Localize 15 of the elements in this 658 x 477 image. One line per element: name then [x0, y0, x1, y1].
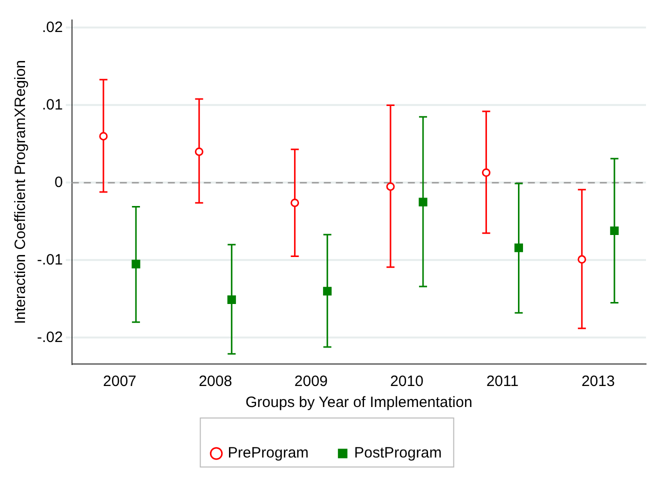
x-tick-label: 2010 — [390, 373, 424, 390]
x-tick-label: 2011 — [486, 373, 519, 390]
x-tick-label: 2007 — [103, 373, 136, 390]
x-tick-label: 2013 — [581, 373, 615, 390]
x-axis-title: Groups by Year of Implementation — [246, 394, 472, 412]
legend-label: PostProgram — [354, 444, 442, 462]
legend-label: PreProgram — [228, 444, 309, 462]
y-tick-label: .02 — [42, 18, 63, 36]
x-tick-label: 2009 — [294, 373, 328, 390]
y-tick-label: -.02 — [36, 328, 63, 346]
y-axis-title: Interaction Coefficient ProgramXRegion — [12, 60, 30, 324]
y-tick-label: 0 — [54, 174, 63, 191]
y-tick-label: .01 — [42, 96, 63, 114]
x-tick-label: 2008 — [198, 373, 232, 390]
y-tick-label: -.01 — [36, 251, 63, 268]
